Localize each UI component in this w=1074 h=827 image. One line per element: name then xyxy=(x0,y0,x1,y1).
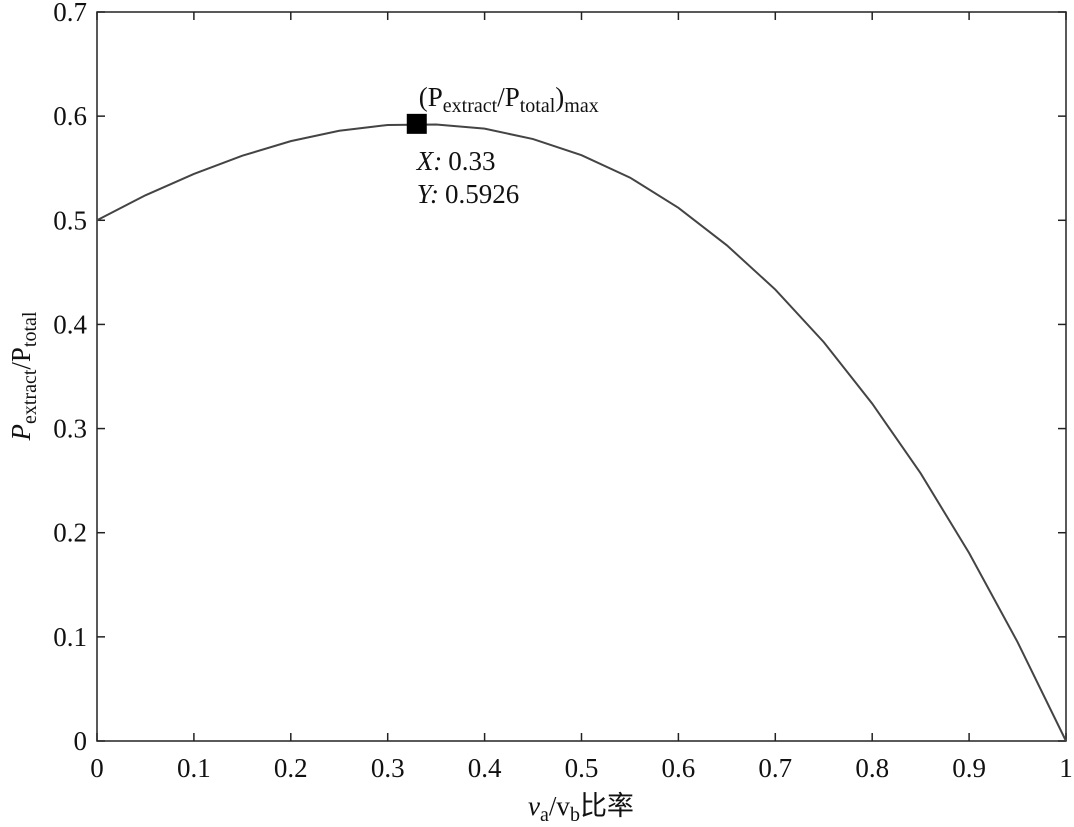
annotation-y: Y: 0.5926 xyxy=(417,179,520,209)
text-part: v xyxy=(528,791,540,821)
y-tick-label: 0.6 xyxy=(53,101,87,131)
annotation-x: X: 0.33 xyxy=(416,146,496,176)
annotation-label: (Pextract/Ptotal)max xyxy=(419,82,599,117)
text-part: 比率 xyxy=(580,791,634,821)
y-tick-label: 0.7 xyxy=(53,0,87,27)
text-part: /P xyxy=(6,347,36,370)
subscript: b xyxy=(570,804,580,826)
x-tick-label: 0.1 xyxy=(177,753,211,783)
x-tick-label: 0.4 xyxy=(468,753,502,783)
x-tick-label: 0.8 xyxy=(855,753,889,783)
subscript: extract xyxy=(19,369,41,424)
x-tick-label: 0.9 xyxy=(952,753,986,783)
y-axis-label: Pextract/Ptotal xyxy=(6,311,41,441)
subscript: max xyxy=(564,95,598,117)
annotation-marker xyxy=(406,113,427,134)
text-part: P xyxy=(6,424,36,442)
x-tick-label: 0.5 xyxy=(565,753,599,783)
x-tick-label: 0.3 xyxy=(371,753,405,783)
annotation-y-label: Y: xyxy=(417,179,439,209)
annotation-x-label: X: xyxy=(416,146,442,176)
y-tick-label: 0.5 xyxy=(53,205,87,235)
annotation-y-value: 0.5926 xyxy=(445,179,519,209)
text-part: (P xyxy=(419,82,443,112)
subscript: a xyxy=(540,804,549,826)
subscript: total xyxy=(520,95,556,117)
plot-frame xyxy=(96,11,1067,742)
subscript: total xyxy=(19,311,41,347)
x-tick-label: 0 xyxy=(90,753,104,783)
y-tick-label: 0.2 xyxy=(53,518,87,548)
x-tick-label: 0.7 xyxy=(758,753,792,783)
text-part: /P xyxy=(497,82,520,112)
y-tick-label: 0.4 xyxy=(53,309,87,339)
y-tick-label: 0 xyxy=(74,726,88,756)
text-part: ) xyxy=(555,82,564,112)
text-part: /v xyxy=(549,791,571,821)
subscript: extract xyxy=(443,95,498,117)
annotation-x-value: 0.33 xyxy=(448,146,495,176)
y-tick-label: 0.1 xyxy=(53,622,87,652)
x-axis-label: va/vb比率 xyxy=(528,791,634,826)
x-tick-label: 1 xyxy=(1059,753,1073,783)
x-tick-label: 0.6 xyxy=(662,753,696,783)
line xyxy=(96,123,1067,742)
x-tick-label: 0.2 xyxy=(274,753,308,783)
y-tick-label: 0.3 xyxy=(53,414,87,444)
